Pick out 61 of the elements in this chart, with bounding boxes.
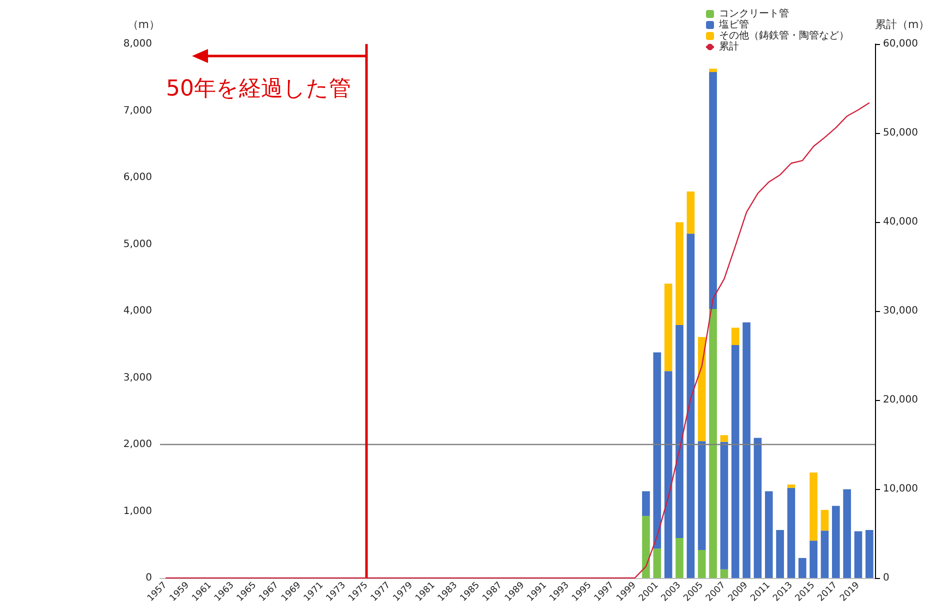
bar bbox=[843, 489, 851, 578]
y-tick-label: 7,000 bbox=[123, 105, 152, 116]
bar bbox=[720, 569, 728, 578]
bar bbox=[686, 234, 695, 578]
y-tick-label: 0 bbox=[146, 572, 152, 584]
bar bbox=[742, 322, 750, 578]
bar bbox=[698, 337, 706, 442]
y-tick-label: 4,000 bbox=[123, 306, 152, 316]
bar bbox=[698, 550, 706, 578]
y2-tick-label: 20,000 bbox=[883, 394, 918, 406]
y-tick-label: 2,000 bbox=[123, 439, 152, 450]
bar bbox=[664, 284, 672, 372]
legend-label: 塩ビ管 bbox=[718, 18, 749, 30]
line-series bbox=[164, 102, 870, 579]
y-tick-label: 1,000 bbox=[123, 506, 152, 517]
y2-tick-label: 60,000 bbox=[883, 38, 918, 50]
bar bbox=[810, 540, 818, 578]
bar bbox=[642, 491, 650, 516]
bar bbox=[764, 491, 773, 578]
bar bbox=[698, 441, 706, 550]
bar bbox=[720, 442, 728, 570]
bar bbox=[731, 328, 740, 346]
y2-tick-label: 30,000 bbox=[883, 306, 918, 316]
y2-axis-title: 累計（m） bbox=[875, 18, 930, 31]
legend-label: コンクリート管 bbox=[719, 8, 789, 20]
y2-tick-label: 40,000 bbox=[883, 216, 918, 228]
y2-tick-label: 50,000 bbox=[883, 128, 918, 138]
bar bbox=[820, 510, 829, 531]
bar bbox=[776, 530, 784, 578]
bar bbox=[653, 548, 662, 578]
bar bbox=[810, 472, 818, 541]
bar bbox=[709, 72, 717, 309]
bar bbox=[866, 530, 874, 578]
bar bbox=[832, 506, 840, 578]
bar bbox=[731, 345, 740, 578]
bar bbox=[787, 484, 796, 488]
bar bbox=[676, 325, 684, 538]
y-tick-label: 6,000 bbox=[123, 172, 152, 183]
bar bbox=[686, 192, 695, 234]
bar bbox=[642, 516, 650, 578]
y2-tick-label: 0 bbox=[883, 572, 890, 584]
y-tick-label: 8,000 bbox=[123, 38, 152, 50]
bar bbox=[676, 222, 684, 326]
bar bbox=[664, 371, 672, 578]
bar bbox=[820, 530, 829, 578]
legend-label: その他（鋳鉄管・陶管など） bbox=[719, 30, 849, 42]
ref-line-label: 50年を経過した管 bbox=[166, 76, 351, 102]
bar bbox=[653, 352, 662, 549]
bar bbox=[720, 435, 728, 442]
legend-label: 累計 bbox=[719, 40, 739, 52]
y-tick-label: 3,000 bbox=[123, 372, 152, 384]
y2-tick-label: 10,000 bbox=[883, 484, 918, 494]
bar bbox=[798, 558, 806, 578]
bar bbox=[754, 438, 762, 578]
bar bbox=[787, 488, 796, 578]
bar bbox=[709, 309, 717, 578]
y-axis-title: （m） bbox=[127, 18, 160, 31]
bar bbox=[709, 68, 717, 72]
bar bbox=[854, 531, 862, 578]
y-tick-label: 5,000 bbox=[123, 238, 152, 250]
bar bbox=[676, 538, 684, 578]
